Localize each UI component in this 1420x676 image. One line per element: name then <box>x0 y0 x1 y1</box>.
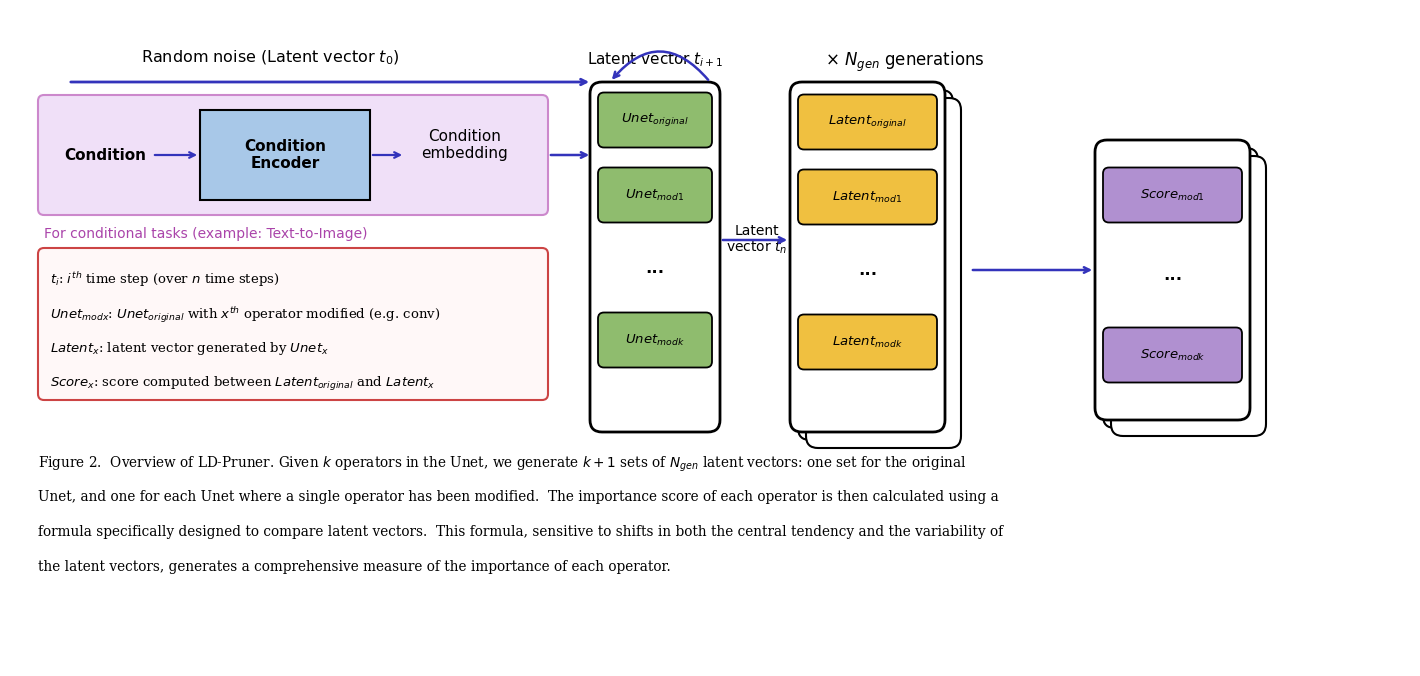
Text: $Latent_{modk}$: $Latent_{modk}$ <box>832 335 903 349</box>
Text: $Score_{mod1}$: $Score_{mod1}$ <box>1140 187 1206 203</box>
Text: $t_i$: $i^{th}$ time step (over $n$ time steps): $t_i$: $i^{th}$ time step (over $n$ time… <box>50 270 280 289</box>
FancyBboxPatch shape <box>1095 140 1250 420</box>
Text: formula specifically designed to compare latent vectors.  This formula, sensitiv: formula specifically designed to compare… <box>38 525 1003 539</box>
FancyBboxPatch shape <box>1103 168 1242 222</box>
Text: $Unet_{original}$: $Unet_{original}$ <box>621 112 689 128</box>
FancyBboxPatch shape <box>1103 327 1242 383</box>
Text: $Unet_{modx}$: $Unet_{original}$ with $x^{th}$ operator modified (e.g. conv): $Unet_{modx}$: $Unet_{original}$ with $x… <box>50 305 440 325</box>
Text: Unet, and one for each Unet where a single operator has been modified.  The impo: Unet, and one for each Unet where a sing… <box>38 490 998 504</box>
FancyBboxPatch shape <box>798 90 953 440</box>
FancyBboxPatch shape <box>798 95 937 149</box>
FancyBboxPatch shape <box>38 95 548 215</box>
Text: the latent vectors, generates a comprehensive measure of the importance of each : the latent vectors, generates a comprehe… <box>38 560 670 574</box>
Text: $Latent_{original}$: $Latent_{original}$ <box>828 114 907 130</box>
Text: $Score_x$: score computed between $Latent_{original}$ and $Latent_x$: $Score_x$: score computed between $Laten… <box>50 375 436 393</box>
FancyBboxPatch shape <box>798 314 937 370</box>
Text: Latent
vector $t_n$: Latent vector $t_n$ <box>726 224 788 256</box>
Text: Condition: Condition <box>64 147 146 162</box>
FancyBboxPatch shape <box>798 170 937 224</box>
Text: $Unet_{modk}$: $Unet_{modk}$ <box>625 333 684 347</box>
FancyBboxPatch shape <box>589 82 720 432</box>
FancyBboxPatch shape <box>598 168 711 222</box>
Text: Latent vector $t_{i+1}$: Latent vector $t_{i+1}$ <box>586 51 723 70</box>
Text: $Latent_x$: latent vector generated by $Unet_x$: $Latent_x$: latent vector generated by $… <box>50 340 329 357</box>
FancyBboxPatch shape <box>1110 156 1267 436</box>
Text: Figure 2.  Overview of LD-Pruner. Given $k$ operators in the Unet, we generate $: Figure 2. Overview of LD-Pruner. Given $… <box>38 455 967 475</box>
Text: Condition
Encoder: Condition Encoder <box>244 139 327 171</box>
Text: $Latent_{mod1}$: $Latent_{mod1}$ <box>832 189 903 205</box>
Bar <box>200 110 371 200</box>
Text: For conditional tasks (example: Text-to-Image): For conditional tasks (example: Text-to-… <box>44 227 368 241</box>
Text: ...: ... <box>646 259 665 277</box>
Text: $Unet_{mod1}$: $Unet_{mod1}$ <box>625 187 684 203</box>
FancyBboxPatch shape <box>1103 148 1258 428</box>
Text: Random noise (Latent vector $t_0$): Random noise (Latent vector $t_0$) <box>141 49 399 67</box>
FancyBboxPatch shape <box>790 82 944 432</box>
Text: ...: ... <box>858 261 878 279</box>
FancyBboxPatch shape <box>598 312 711 368</box>
Text: Condition
embedding: Condition embedding <box>422 129 508 161</box>
Text: $\times$ $N_{gen}$ generations: $\times$ $N_{gen}$ generations <box>825 50 985 74</box>
Text: $Score_{modk}$: $Score_{modk}$ <box>1140 347 1206 362</box>
Text: ...: ... <box>1163 266 1181 284</box>
FancyBboxPatch shape <box>38 248 548 400</box>
FancyBboxPatch shape <box>807 98 961 448</box>
FancyBboxPatch shape <box>598 93 711 147</box>
